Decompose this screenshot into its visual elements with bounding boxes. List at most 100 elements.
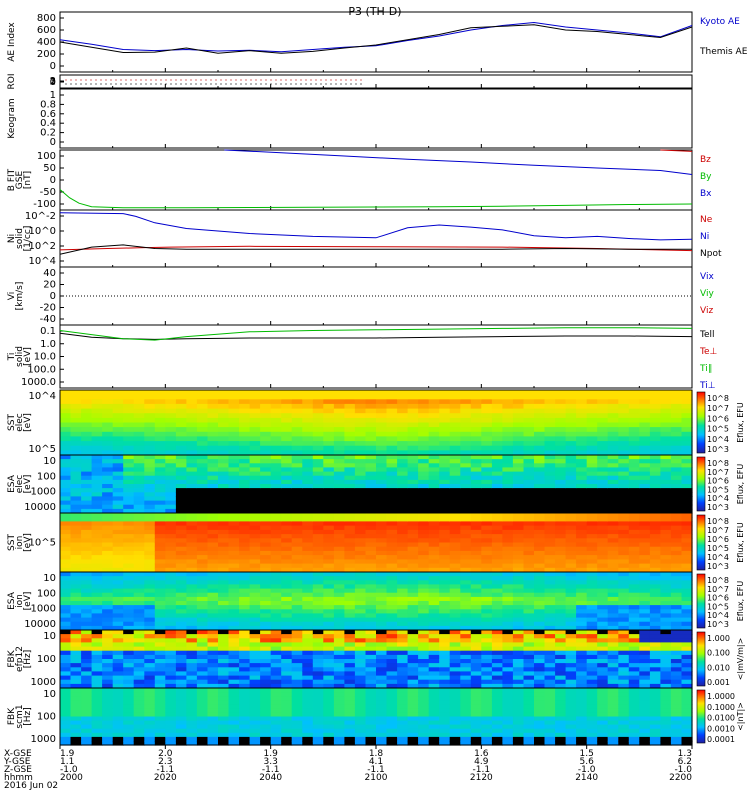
spectrogram-cell [333,459,345,464]
spectrogram-cell [586,550,598,556]
spectrogram-cell [239,394,251,400]
spectrogram-cell [123,508,135,514]
spectrogram-cell [218,609,230,614]
spectrogram-cell [428,445,440,451]
spectrogram-cell [660,563,672,569]
spectrogram-cell [460,572,472,577]
spectrogram-cell [91,529,103,535]
spectrogram-cell [618,667,630,672]
spectrogram-cell [249,538,261,544]
roi-point [300,79,302,81]
spectrogram-cell [618,671,630,677]
spectrogram-cell [428,441,440,447]
spectrogram-cell [239,546,251,552]
y-axis-label: solid [15,346,25,367]
spectrogram-cell [260,634,272,639]
spectrogram-cell [175,580,187,585]
spectrogram-cell [133,712,145,718]
spectrogram-cell [512,488,524,493]
spectrogram-cell [439,403,451,410]
spectrogram-cell [344,542,356,548]
spectrogram-cell [70,572,82,577]
spectrogram-cell [133,459,145,464]
spectrogram-cell [376,609,388,614]
spectrogram-cell [239,584,251,590]
roi-point [135,79,137,81]
spectrogram-cell [239,459,251,464]
spectrogram-cell [133,580,145,585]
spectrogram-cell [144,588,156,594]
spectrogram-cell [460,671,472,677]
y-tick-label: 400 [37,37,56,48]
spectrogram-cell [544,463,556,468]
spectrogram-cell [607,390,619,396]
spectrogram-cell [428,467,440,473]
spectrogram-cell [460,584,472,590]
spectrogram-cell [207,403,219,410]
spectrogram-cell [312,708,324,714]
spectrogram-cell [154,488,166,493]
spectrogram-cell [175,740,187,746]
y-tick-label: 600 [37,25,56,36]
spectrogram-cell [260,712,272,718]
spectrogram-cell [260,621,272,627]
spectrogram-cell [112,675,124,681]
spectrogram-cell [228,646,240,652]
spectrogram-cell [312,728,324,734]
spectrogram-cell [628,484,640,489]
spectrogram-cell [397,413,409,419]
spectrogram-cell [649,459,661,464]
spectrogram-cell [534,422,546,428]
spectrogram-cell [586,584,598,590]
spectrogram-cell [670,675,682,681]
spectrogram-cell [281,650,293,656]
spectrogram-cell [249,646,261,652]
roi-point [105,79,107,81]
roi-point [110,83,112,85]
spectrogram-cell [597,422,609,428]
spectrogram-cell [597,555,609,560]
spectrogram-cell [312,441,324,447]
spectrogram-cell [323,605,335,610]
spectrogram-cell [291,700,303,705]
spectrogram-cell [218,496,230,502]
roi-point [265,79,267,81]
spectrogram-cell [460,659,472,664]
spectrogram-cell [439,663,451,668]
spectrogram-cell [81,638,93,643]
spectrogram-cell [144,736,156,742]
spectrogram-cell [418,445,430,451]
spectrogram-cell [523,475,535,481]
spectrogram-cell [270,654,282,660]
spectrogram-cell [312,704,324,709]
spectrogram-cell [397,403,409,410]
spectrogram-cell [196,675,208,681]
spectrogram-cell [70,659,82,664]
spectrogram-cell [670,492,682,497]
spectrogram-cell [354,596,366,602]
spectrogram-cell [376,479,388,485]
spectrogram-cell [186,479,198,485]
spectrogram-cell [628,492,640,497]
spectrogram-cell [102,712,114,718]
spectrogram-cell [207,728,219,734]
spectrogram-cell [512,550,524,556]
roi-point [170,83,172,85]
spectrogram-cell [228,546,240,552]
spectrogram-cell [260,720,272,726]
spectrogram-cell [597,534,609,539]
spectrogram-cell [418,488,430,493]
spectrogram-cell [207,534,219,539]
spectrogram [60,630,693,689]
spectrogram-cell [386,542,398,548]
spectrogram-cell [312,513,324,518]
spectrogram-cell [502,467,514,473]
spectrogram-cell [628,513,640,518]
spectrogram-cell [207,546,219,552]
spectrogram-cell [260,399,272,405]
spectrogram-cell [323,484,335,489]
spectrogram-cell [576,417,588,424]
spectrogram-cell [249,450,261,456]
spectrogram-cell [407,390,419,396]
spectrogram-cell [618,394,630,400]
